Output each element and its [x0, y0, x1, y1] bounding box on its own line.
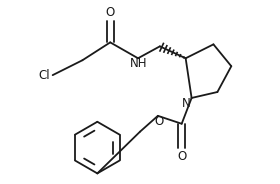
Text: N: N: [182, 97, 191, 110]
Text: O: O: [154, 115, 164, 128]
Text: O: O: [177, 150, 186, 162]
Text: NH: NH: [130, 57, 148, 70]
Text: O: O: [106, 6, 115, 19]
Text: Cl: Cl: [38, 69, 50, 82]
